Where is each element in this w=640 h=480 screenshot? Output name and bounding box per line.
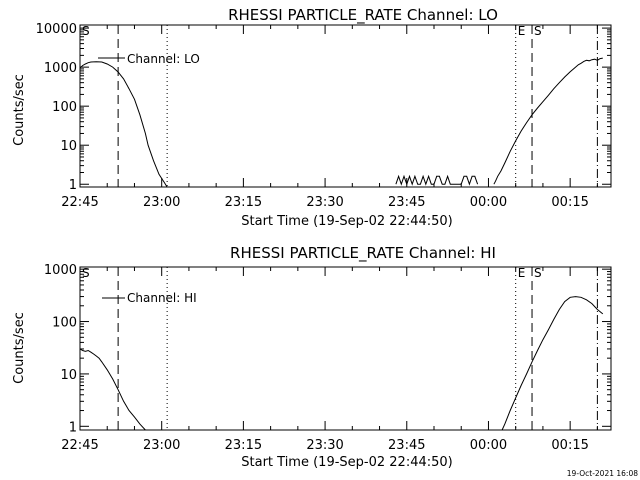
y-tick-label: 1000: [44, 263, 77, 278]
legend-label-lo: Channel: LO: [127, 52, 200, 66]
panel-hi-title: RHESSI PARTICLE_RATE Channel: HI: [230, 244, 496, 263]
panel-hi-series: [79, 296, 604, 431]
panel-hi: RHESSI PARTICLE_RATE Channel: HI Counts/…: [12, 244, 612, 470]
y-tick-label: 100: [52, 100, 77, 115]
panel-hi-xlabel: Start Time (19-Sep-02 22:44:50): [241, 455, 452, 470]
series-line-segment: [493, 57, 603, 185]
marker-label: S: [82, 266, 90, 280]
x-tick-label: 23:45: [388, 195, 425, 210]
marker-label: S: [534, 24, 542, 38]
panel-lo: RHESSI PARTICLE_RATE Channel: LO Counts/…: [12, 6, 612, 229]
y-tick-label: 1: [69, 178, 77, 193]
legend-label-hi: Channel: HI: [127, 291, 197, 305]
panel-lo-x-ticks: 22:45 23:00 23:15 23:30 23:45 00:00 00:15: [61, 25, 598, 210]
panel-lo-y-ticks: 1 10 100 1000 10000: [36, 22, 611, 193]
x-tick-label: 23:45: [388, 438, 425, 453]
marker-label: S: [82, 24, 90, 38]
x-tick-label: 00:15: [551, 195, 588, 210]
panel-lo-xlabel: Start Time (19-Sep-02 22:44:50): [241, 214, 452, 229]
y-tick-label: 10: [60, 139, 77, 154]
marker-label: E: [518, 266, 526, 280]
x-tick-label: 23:15: [225, 195, 262, 210]
panel-hi-legend: Channel: HI: [102, 291, 197, 305]
panel-hi-y-ticks: 1 10 100 1000: [44, 263, 611, 435]
panel-lo-legend: Channel: LO: [98, 52, 200, 66]
x-tick-label: 22:45: [61, 438, 98, 453]
x-tick-label: 23:30: [306, 438, 343, 453]
panel-lo-ylabel: Counts/sec: [12, 74, 27, 146]
panel-lo-frame: [79, 24, 612, 188]
series-line-segment: [79, 61, 168, 188]
x-tick-label: 00:15: [551, 438, 588, 453]
panel-lo-series: [79, 57, 603, 188]
x-tick-label: 23:00: [143, 438, 180, 453]
y-tick-label: 1000: [44, 61, 77, 76]
y-tick-label: 1: [69, 420, 77, 435]
x-tick-label: 23:15: [225, 438, 262, 453]
panel-hi-ylabel: Counts/sec: [12, 312, 27, 384]
series-line-segment: [79, 348, 146, 431]
marker-label: S: [534, 266, 542, 280]
panel-lo-title: RHESSI PARTICLE_RATE Channel: LO: [228, 6, 498, 25]
panel-hi-x-ticks: 22:45 23:00 23:15 23:30 23:45 00:00 00:15: [61, 267, 598, 453]
marker-label: E: [518, 24, 526, 38]
y-tick-label: 10000: [36, 22, 77, 37]
series-noise-burst: [395, 174, 479, 186]
x-tick-label: 22:45: [61, 195, 98, 210]
footer-timestamp: 19-Oct-2021 16:08: [567, 469, 638, 478]
x-tick-label: 23:30: [306, 195, 343, 210]
y-tick-label: 100: [52, 316, 77, 331]
x-tick-label: 23:00: [143, 195, 180, 210]
series-line-segment: [501, 296, 604, 431]
x-tick-label: 00:00: [470, 195, 507, 210]
plot-frame: [79, 24, 612, 188]
x-tick-label: 00:00: [470, 438, 507, 453]
y-tick-label: 10: [60, 368, 77, 383]
